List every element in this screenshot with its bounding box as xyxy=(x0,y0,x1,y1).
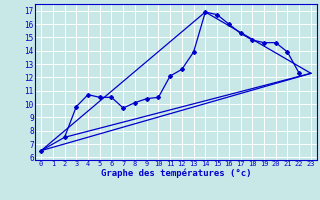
X-axis label: Graphe des températures (°c): Graphe des températures (°c) xyxy=(101,169,251,178)
